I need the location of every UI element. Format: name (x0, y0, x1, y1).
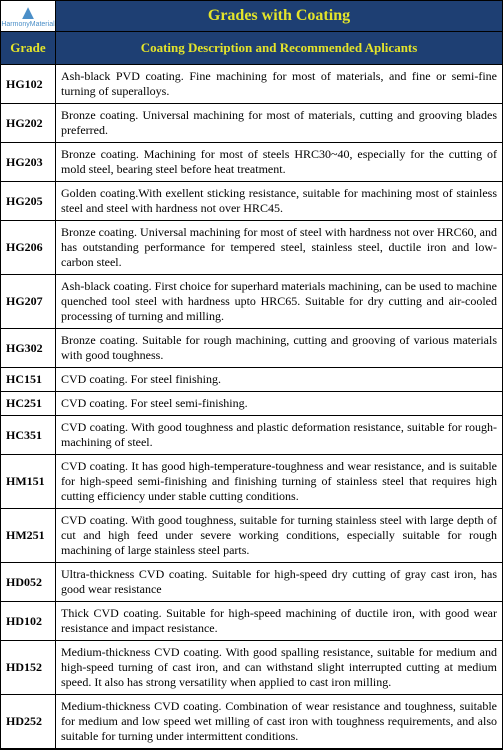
grade-cell: HG205 (1, 182, 56, 221)
description-cell: Medium-thickness CVD coating. With good … (56, 641, 503, 695)
description-cell: Bronze coating. Universal machining for … (56, 104, 503, 143)
table-container: ▲ HarmonyMaterial Grades with Coating Gr… (0, 0, 503, 750)
grade-cell: HG302 (1, 329, 56, 368)
table-row: HM251CVD coating. With good toughness, s… (1, 509, 502, 563)
table-row: HG203Bronze coating. Machining for most … (1, 143, 502, 182)
description-cell: Ash-black coating. First choice for supe… (56, 275, 503, 329)
grade-cell: HD252 (1, 695, 56, 749)
grade-cell: HG102 (1, 65, 56, 104)
grade-cell: HD102 (1, 602, 56, 641)
grade-cell: HG203 (1, 143, 56, 182)
grade-cell: HM151 (1, 455, 56, 509)
grade-cell: HG206 (1, 221, 56, 275)
description-cell: Bronze coating. Suitable for rough machi… (56, 329, 503, 368)
table-row: HD102Thick CVD coating. Suitable for hig… (1, 602, 502, 641)
table-row: HG207Ash-black coating. First choice for… (1, 275, 502, 329)
description-cell: CVD coating. With good toughness and pla… (56, 416, 503, 455)
table-row: HC251CVD coating. For steel semi-finishi… (1, 392, 502, 416)
description-cell: Ash-black PVD coating. Fine machining fo… (56, 65, 503, 104)
table-row: HG206Bronze coating. Universal machining… (1, 221, 502, 275)
grade-cell: HC351 (1, 416, 56, 455)
table-row: HD252Medium-thickness CVD coating. Combi… (1, 695, 502, 749)
column-header-desc: Coating Description and Recommended Apli… (56, 32, 503, 65)
brand-name: HarmonyMaterial (1, 21, 54, 28)
description-cell: Bronze coating. Universal machining for … (56, 221, 503, 275)
table-row: HC351CVD coating. With good toughness an… (1, 416, 502, 455)
description-cell: CVD coating. For steel finishing. (56, 368, 503, 392)
table-row: HG102Ash-black PVD coating. Fine machini… (1, 65, 502, 104)
grade-cell: HC151 (1, 368, 56, 392)
description-cell: Ultra-thickness CVD coating. Suitable fo… (56, 563, 503, 602)
table-row: HD052Ultra-thickness CVD coating. Suitab… (1, 563, 502, 602)
description-cell: Golden coating.With exellent sticking re… (56, 182, 503, 221)
description-cell: CVD coating. It has good high-temperatur… (56, 455, 503, 509)
column-header-grade: Grade (1, 32, 56, 65)
grade-cell: HC251 (1, 392, 56, 416)
table-row: HD152Medium-thickness CVD coating. With … (1, 641, 502, 695)
grade-cell: HD052 (1, 563, 56, 602)
description-cell: Thick CVD coating. Suitable for high-spe… (56, 602, 503, 641)
grade-cell: HG207 (1, 275, 56, 329)
description-cell: Bronze coating. Machining for most of st… (56, 143, 503, 182)
brand-logo: ▲ HarmonyMaterial (1, 5, 55, 28)
table-row: HM151CVD coating. It has good high-tempe… (1, 455, 502, 509)
table-row: HG205Golden coating.With exellent sticki… (1, 182, 502, 221)
logo-glyph-icon: ▲ (1, 5, 55, 21)
description-cell: Medium-thickness CVD coating. Combinatio… (56, 695, 503, 749)
grade-cell: HG202 (1, 104, 56, 143)
main-table: ▲ HarmonyMaterial Grades with Coating Gr… (1, 1, 502, 749)
grade-cell: HD152 (1, 641, 56, 695)
grade-cell: HM251 (1, 509, 56, 563)
table-row: HG302Bronze coating. Suitable for rough … (1, 329, 502, 368)
table-row: HG202Bronze coating. Universal machining… (1, 104, 502, 143)
table-row: HC151CVD coating. For steel finishing. (1, 368, 502, 392)
description-cell: CVD coating. With good toughness, suitab… (56, 509, 503, 563)
logo-cell: ▲ HarmonyMaterial (1, 1, 56, 32)
table-title: Grades with Coating (56, 1, 503, 32)
description-cell: CVD coating. For steel semi-finishing. (56, 392, 503, 416)
